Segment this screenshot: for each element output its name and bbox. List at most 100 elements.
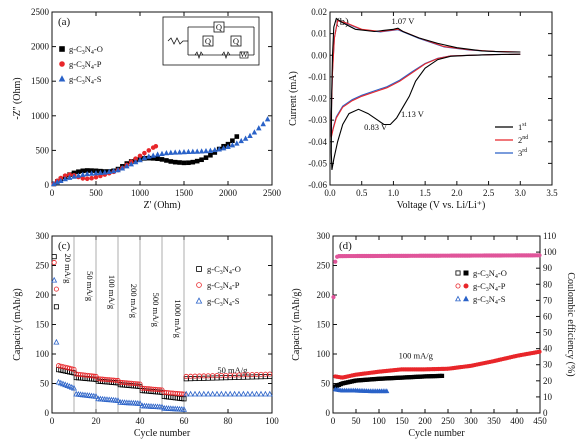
data-point	[53, 304, 59, 310]
panel-label: (d)	[339, 240, 352, 252]
y-tick-label: -0.06	[308, 180, 327, 190]
warburg-icon	[239, 51, 249, 59]
data-point	[384, 388, 390, 394]
resistor-icon	[221, 51, 231, 60]
legend-marker	[455, 270, 461, 276]
data-point	[154, 151, 161, 157]
panel-a: 0 500 1000 1500 2000 2500 0 500 1000 1500 2000 2500…	[12, 7, 282, 211]
data-point	[56, 363, 62, 369]
x-tick-label: 2.0	[451, 188, 463, 198]
y-tick-label: -0.02	[308, 94, 327, 104]
legend-marker	[463, 283, 469, 289]
rate-label: 50 mA/g	[85, 271, 95, 302]
data-point	[146, 148, 152, 153]
data-point	[97, 169, 104, 176]
data-point	[172, 149, 178, 155]
y-tick-label: 0	[45, 408, 50, 418]
y-right-tick-label: 40	[543, 344, 553, 354]
data-point	[71, 173, 77, 179]
y-tick-label: 100	[36, 349, 50, 359]
y-axis-label: -Z'' (Ohm)	[12, 77, 23, 119]
legend-marker	[59, 46, 65, 52]
legend-label: g-C3N4-P	[207, 280, 240, 292]
data-point	[249, 390, 256, 397]
panel-c: 0 20 40 60 80 100 0 50 100 150 200 250 300 Cycle numb…	[12, 231, 279, 439]
x-tick-label: 0	[331, 416, 336, 426]
data-point	[220, 145, 227, 151]
data-point	[192, 390, 198, 397]
series-Coulombic efficiency	[331, 253, 542, 300]
data-point	[230, 138, 235, 144]
x-tick-label: 60	[180, 416, 190, 426]
data-point	[240, 390, 247, 397]
data-point	[67, 365, 73, 371]
y-tick-label: 250	[36, 261, 50, 271]
y-right-axis-label: Coulombic efficiency (%)	[565, 272, 576, 376]
data-point	[216, 146, 222, 152]
data-point	[93, 174, 99, 180]
x-axis-label: Voltage (V vs. Li/Li⁺)	[397, 200, 486, 211]
data-point	[84, 170, 90, 177]
data-point	[157, 387, 163, 393]
rate-label: 200 mA/g	[129, 284, 139, 319]
data-point	[258, 390, 264, 397]
legend-marker	[196, 266, 202, 272]
data-point	[196, 390, 203, 397]
x-tick-label: 500	[89, 188, 103, 198]
x-axis-label: Z' (Ohm)	[143, 200, 180, 211]
data-point	[110, 168, 117, 174]
x-tick-label: 1.5	[420, 188, 432, 198]
data-point	[181, 148, 187, 155]
warburg-label: W	[240, 49, 248, 59]
y-tick-label: 50	[321, 379, 331, 389]
series-g-C3N4-S	[332, 386, 390, 394]
y-tick-label: -0.01	[308, 72, 327, 82]
x-tick-label: 20	[92, 416, 102, 426]
y-tick-label: 200	[317, 290, 331, 300]
data-point	[64, 365, 70, 371]
plot-frame	[329, 11, 553, 186]
data-point	[137, 156, 143, 163]
data-point	[251, 129, 258, 135]
y-tick-label: 1500	[31, 76, 50, 86]
data-point	[242, 135, 249, 141]
x-tick-label: 100	[372, 416, 386, 426]
cpe-label: Q	[216, 22, 222, 32]
legend-label: 1st	[518, 122, 527, 132]
data-point	[179, 391, 185, 397]
series-g-C3N4-S	[51, 116, 271, 187]
data-point	[244, 390, 251, 397]
data-point	[236, 390, 242, 397]
legend-marker	[195, 297, 203, 304]
data-point	[203, 155, 209, 160]
data-point	[51, 260, 57, 266]
y-tick-label: 0	[326, 408, 331, 418]
data-point	[190, 159, 196, 165]
x-tick-label: 450	[533, 416, 547, 426]
data-point	[159, 157, 165, 162]
data-point	[185, 148, 192, 155]
series-line-3rd	[330, 19, 521, 137]
y-axis-label: Capacity (mAh/g)	[291, 288, 302, 360]
data-point	[119, 165, 126, 171]
panel-label: (c)	[58, 240, 71, 252]
data-point	[168, 149, 174, 155]
data-point	[153, 143, 159, 149]
y-tick-label: 300	[36, 231, 50, 241]
y-tick-label: 250	[317, 261, 331, 271]
data-point	[331, 295, 336, 300]
rate-label: 1000 mA/g	[173, 299, 183, 338]
data-point	[62, 175, 68, 182]
panel-label: (a)	[58, 16, 71, 28]
data-point	[58, 177, 64, 183]
data-point	[66, 174, 73, 180]
data-point	[209, 390, 216, 397]
y-tick-label: 100	[317, 349, 331, 359]
data-point	[208, 152, 213, 158]
resistor-icon	[167, 37, 188, 45]
legend-label: g-C3N4-O	[69, 44, 103, 56]
data-point	[183, 390, 190, 397]
x-tick-label: 2.5	[483, 188, 495, 198]
data-point	[69, 366, 75, 372]
data-point	[176, 149, 183, 155]
